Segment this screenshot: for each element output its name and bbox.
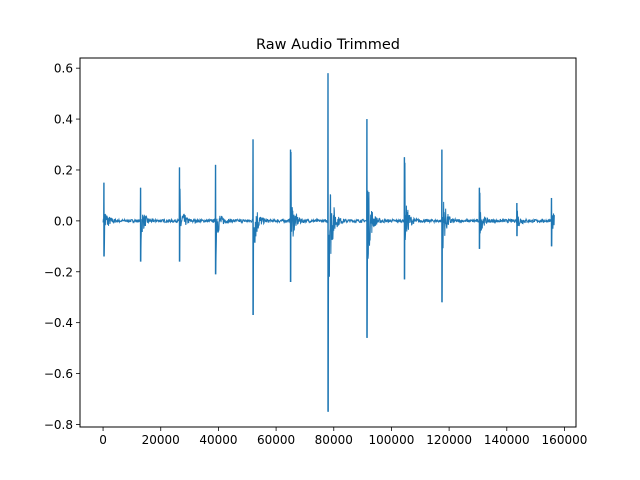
x-tick-label: 160000 [542,433,588,447]
x-tick-label: 0 [99,433,107,447]
y-tick-label: −0.4 [44,316,73,330]
x-tick-label: 140000 [484,433,530,447]
x-axis: 0 20000 40000 60000 80000 100000 120000 140000 1… [99,427,587,447]
x-tick-label: 20000 [142,433,180,447]
y-tick-label: 0.6 [54,62,73,76]
x-tick-label: 40000 [199,433,237,447]
y-axis: 0.6 0.4 0.2 0.0 −0.2 −0.4 −0.6 −0.8 [44,62,80,432]
y-tick-label: −0.6 [44,367,73,381]
y-tick-label: −0.2 [44,265,73,279]
x-tick-label: 60000 [257,433,295,447]
y-tick-label: 0.0 [54,214,73,228]
x-tick-label: 100000 [369,433,415,447]
plot-frame [79,57,577,428]
x-tick-label: 120000 [426,433,472,447]
chart-title: Raw Audio Trimmed [256,37,400,53]
x-tick-label: 80000 [315,433,353,447]
y-tick-label: −0.8 [44,418,73,432]
y-tick-label: 0.4 [54,113,73,127]
y-tick-label: 0.2 [54,163,73,177]
plot-area [102,73,555,412]
